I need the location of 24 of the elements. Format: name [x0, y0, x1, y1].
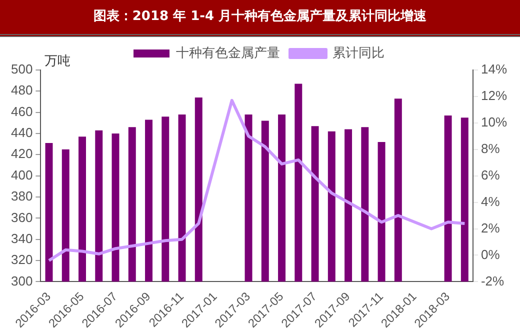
y-tick-label: 300: [10, 273, 33, 288]
y-axis-title: 万吨: [44, 54, 71, 69]
legend-label: 十种有色金属产量: [176, 45, 280, 60]
y2-tick-label: 4%: [480, 194, 500, 209]
y2-tick-label: 8%: [480, 140, 500, 156]
y2-tick-label: 10%: [480, 114, 508, 130]
y2-tick-label: -2%: [480, 273, 505, 288]
y-tick-label: 340: [10, 230, 33, 246]
y2-tick-label: 6%: [480, 167, 500, 182]
y-tick-label: 420: [10, 146, 33, 162]
y-tick-label: 360: [10, 210, 33, 225]
y2-tick-label: 12%: [480, 88, 508, 104]
y-tick-label: 380: [10, 188, 33, 204]
chart-title: 图表：2018 年 1-4 月十种有色金属产量及累计同比增速: [0, 0, 520, 37]
y-tick-label: 320: [10, 252, 33, 268]
y2-tick-label: 0%: [480, 246, 500, 262]
y-tick-label: 500: [10, 62, 33, 77]
y-tick-label: 480: [10, 82, 33, 98]
y-tick-label: 440: [10, 125, 33, 140]
legend-label: 累计同比: [332, 45, 384, 60]
y-tick-label: 460: [10, 104, 33, 119]
y-tick-label: 400: [10, 167, 33, 182]
y2-tick-label: 14%: [480, 62, 508, 77]
y2-tick-label: 2%: [480, 220, 500, 236]
